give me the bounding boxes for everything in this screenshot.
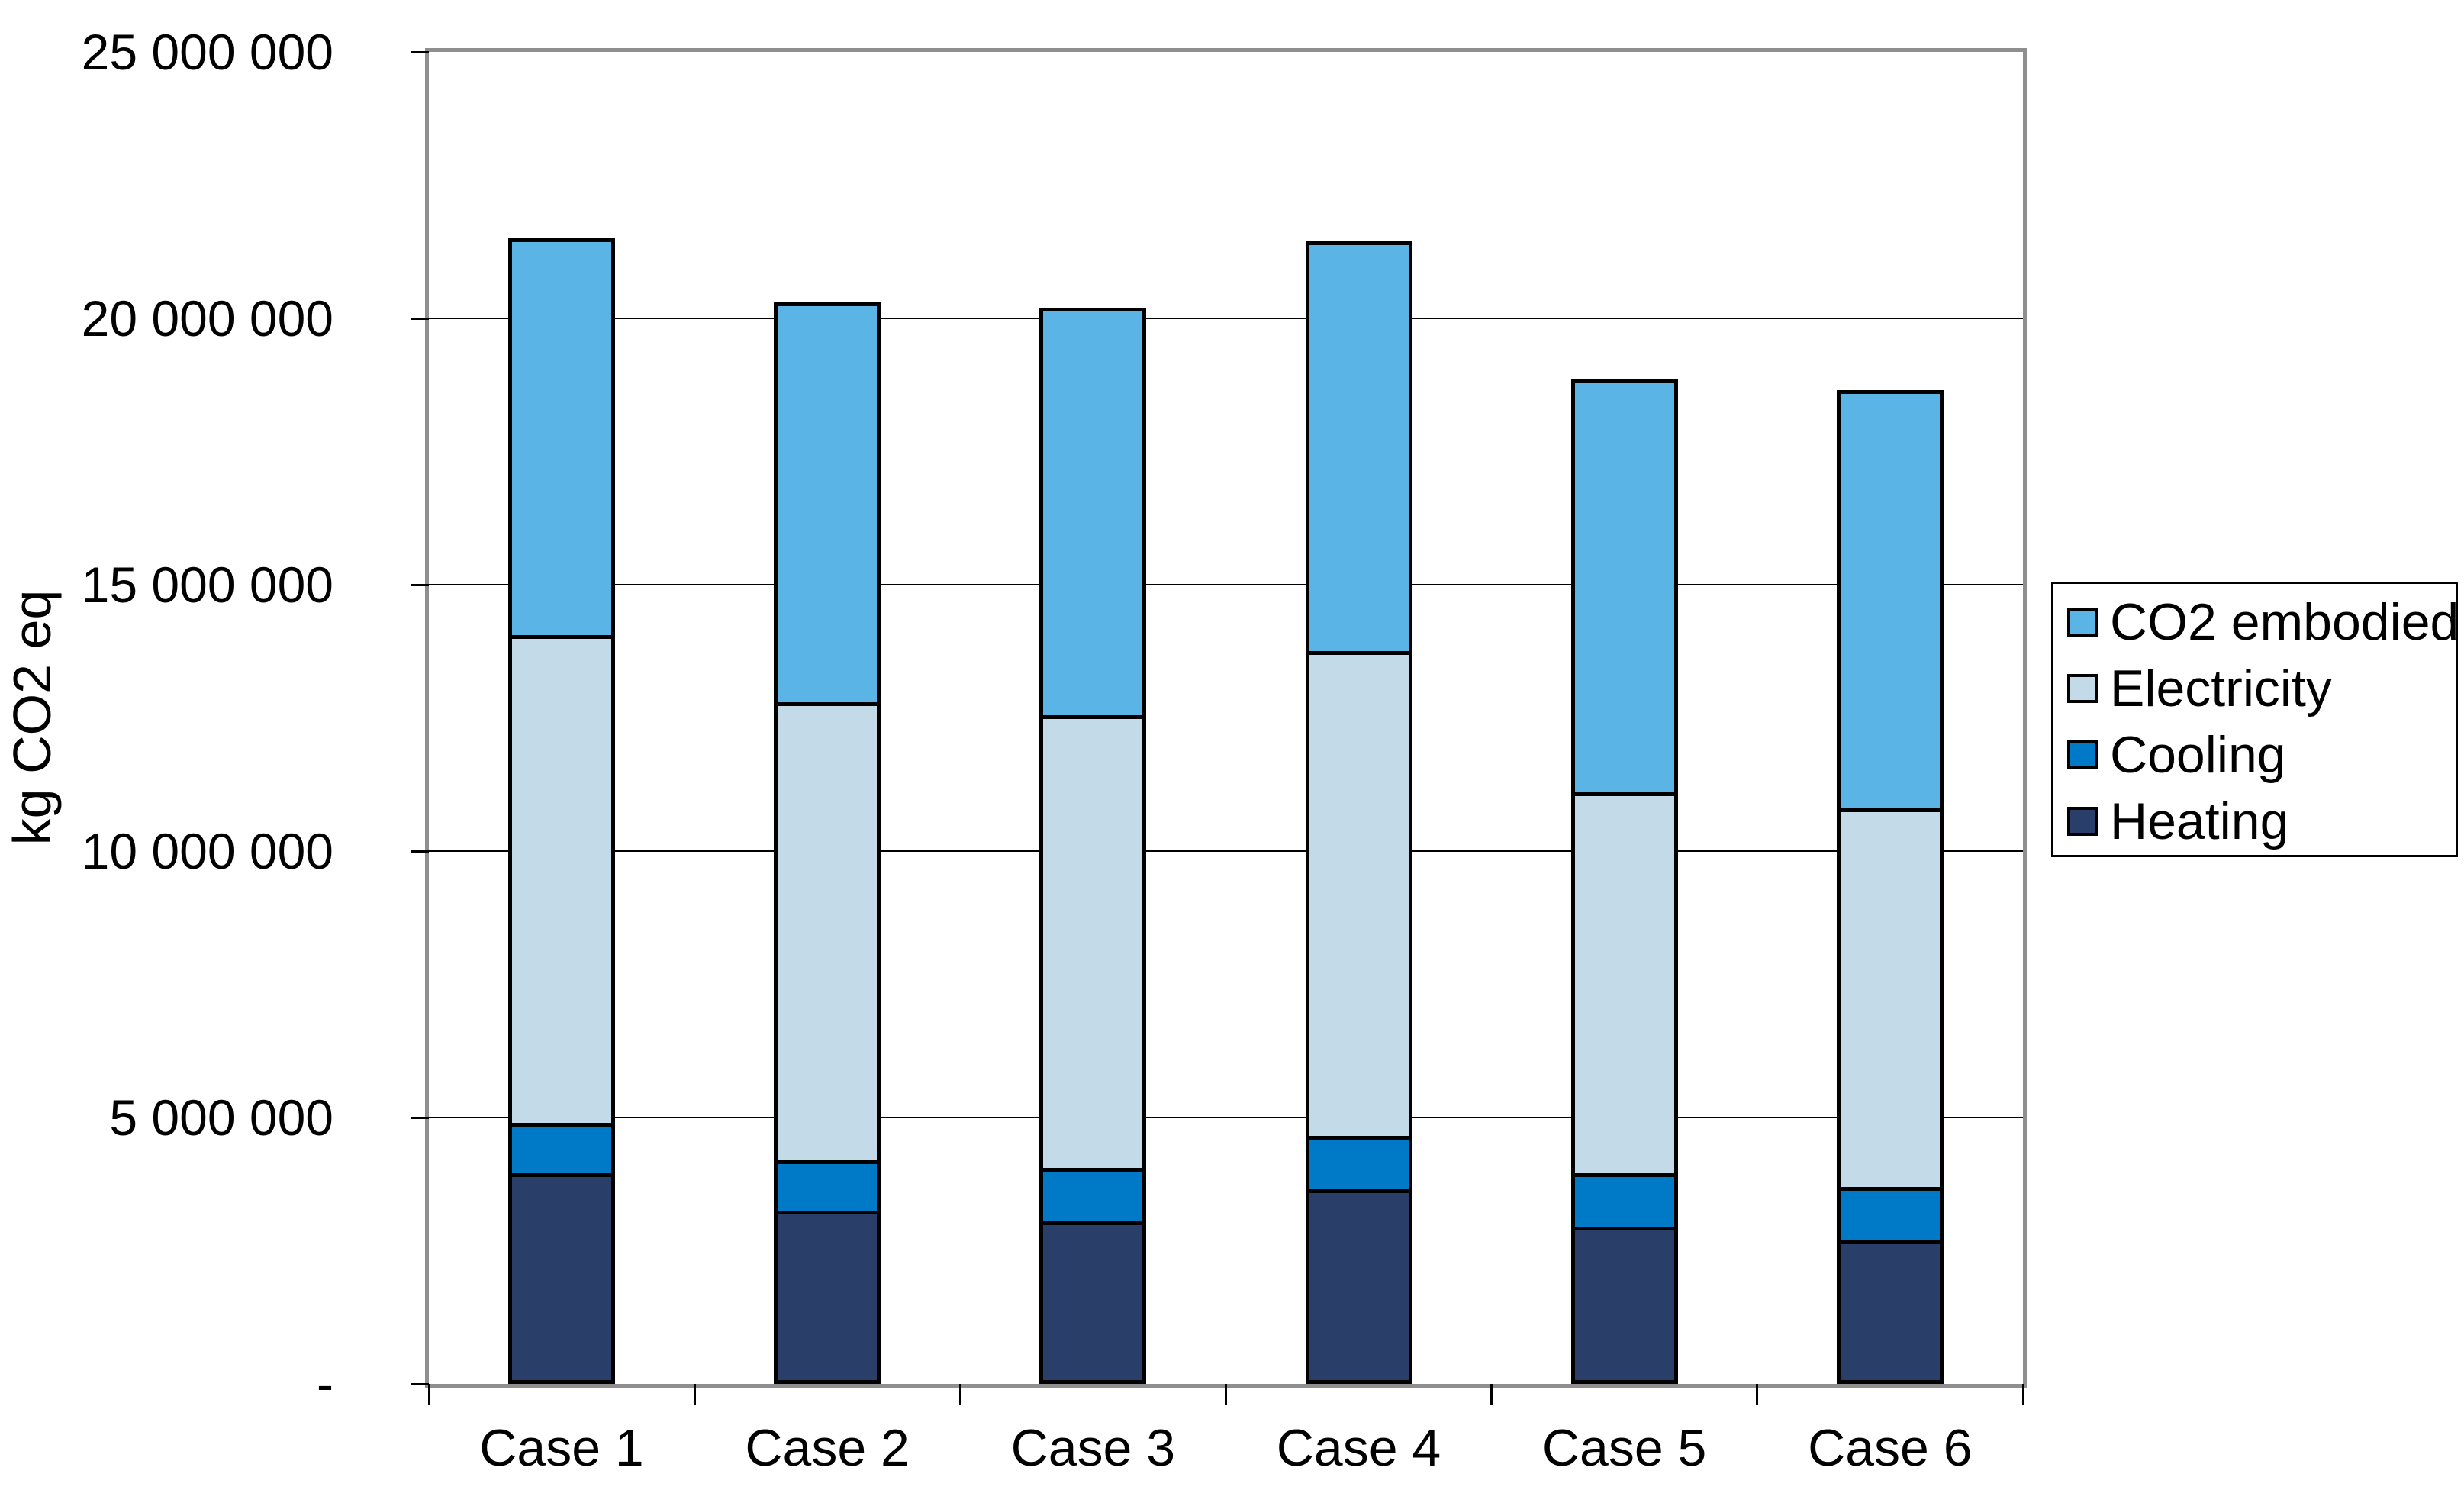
bar-segment-heating	[508, 1173, 616, 1384]
bar-segment-heating	[774, 1211, 881, 1384]
legend-label: CO2 embodied	[2110, 592, 2459, 651]
bar-segment-cooling	[508, 1122, 616, 1178]
x-tick-mark	[958, 1384, 961, 1405]
bar-segment-cooling	[1570, 1173, 1678, 1231]
legend-label: Cooling	[2110, 726, 2286, 785]
x-tick-mark	[427, 1384, 430, 1405]
gridline	[429, 318, 2023, 319]
y-tick-mark	[411, 317, 429, 320]
legend-swatch	[2067, 740, 2098, 770]
legend-item: CO2 embodied	[2067, 589, 2459, 655]
bar-segment-electricity	[1039, 715, 1147, 1172]
legend-swatch	[2067, 807, 2098, 837]
gridline	[429, 850, 2023, 852]
x-tick-mark	[1756, 1384, 1759, 1405]
bar-segment-cooling	[1039, 1168, 1147, 1226]
bar-segment-heating	[1836, 1240, 1944, 1384]
legend-item: Cooling	[2067, 722, 2456, 789]
bar-segment-electricity	[774, 701, 881, 1164]
bar-segment-electricity	[1305, 651, 1412, 1140]
gridline	[429, 584, 2023, 585]
x-axis-label: Case 3	[1010, 1419, 1176, 1477]
bar-segment-co2-embodied	[1039, 308, 1147, 719]
bar-segment-co2-embodied	[508, 238, 616, 640]
x-axis-label: Case 5	[1541, 1419, 1707, 1477]
bar-segment-co2-embodied	[1305, 240, 1412, 656]
y-tick-mark	[411, 1116, 429, 1119]
y-tick-mark	[411, 850, 429, 853]
legend-item: Electricity	[2067, 655, 2456, 721]
bar-segment-heating	[1305, 1189, 1412, 1384]
x-tick-mark	[2021, 1384, 2024, 1405]
bar-segment-cooling	[1305, 1136, 1412, 1194]
y-tick-label: 25 000 000	[81, 24, 333, 80]
y-tick-label: -	[317, 1356, 333, 1412]
x-tick-mark	[1490, 1384, 1493, 1405]
x-tick-mark	[1225, 1384, 1227, 1405]
legend-label: Heating	[2110, 792, 2289, 851]
bar-segment-electricity	[508, 635, 616, 1127]
y-tick-mark	[411, 583, 429, 586]
bar-segment-heating	[1570, 1227, 1678, 1384]
x-axis-label: Case 6	[1808, 1419, 1973, 1477]
bar-segment-cooling	[774, 1159, 881, 1215]
y-tick-mark	[411, 50, 429, 53]
bar-segment-co2-embodied	[774, 302, 881, 706]
plot-area-border	[425, 48, 2027, 1388]
x-tick-mark	[693, 1384, 696, 1405]
bar-segment-cooling	[1836, 1186, 1944, 1244]
x-axis-label: Case 2	[745, 1419, 910, 1477]
gridline	[429, 1117, 2023, 1118]
bar-segment-electricity	[1570, 792, 1678, 1178]
x-axis-label: Case 4	[1276, 1419, 1441, 1477]
legend: CO2 embodied Electricity Cooling Heating	[2051, 582, 2459, 857]
y-tick-label: 15 000 000	[81, 556, 333, 613]
y-axis-title: kg CO2 eq	[2, 589, 62, 846]
y-tick-label: 10 000 000	[81, 823, 333, 879]
x-axis-label: Case 1	[479, 1419, 644, 1477]
bar-segment-electricity	[1836, 808, 1944, 1191]
bar-segment-co2-embodied	[1570, 379, 1678, 797]
legend-swatch	[2067, 607, 2098, 637]
bar-segment-co2-embodied	[1836, 390, 1944, 813]
y-tick-mark	[411, 1382, 429, 1385]
legend-label: Electricity	[2110, 659, 2332, 718]
bar-segment-heating	[1039, 1221, 1147, 1384]
legend-swatch	[2067, 673, 2098, 703]
y-tick-label: 5 000 000	[109, 1089, 333, 1146]
legend-item: Heating	[2067, 789, 2456, 855]
y-tick-label: 20 000 000	[81, 290, 333, 347]
